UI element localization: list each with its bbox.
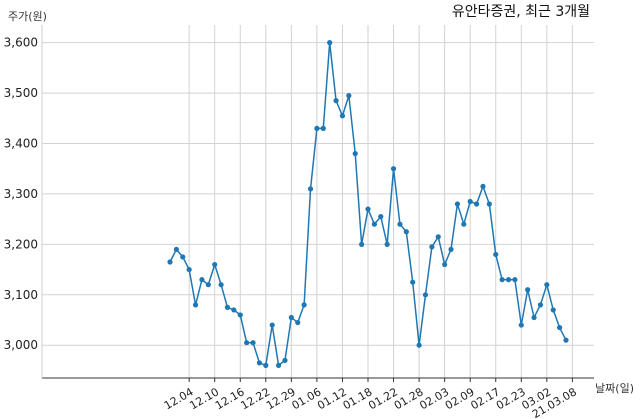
price-point	[320, 125, 326, 131]
price-point	[461, 221, 467, 227]
price-point	[244, 340, 250, 346]
price-point	[224, 304, 231, 310]
price-point	[263, 362, 269, 368]
price-point	[467, 198, 473, 205]
price-point	[269, 322, 275, 328]
price-point	[531, 314, 537, 321]
price-points	[167, 40, 569, 368]
price-point	[493, 251, 499, 258]
price-point	[537, 302, 544, 308]
price-point	[218, 282, 224, 288]
price-point	[192, 302, 199, 308]
price-point	[384, 241, 390, 247]
price-point	[352, 150, 358, 157]
price-point	[563, 337, 569, 343]
price-point	[205, 282, 211, 288]
price-point	[550, 307, 556, 313]
price-point	[448, 246, 454, 253]
price-point	[378, 214, 384, 220]
price-point	[371, 221, 377, 227]
price-point	[295, 319, 301, 326]
price-point	[397, 221, 403, 227]
y-tick-label: 3,300	[4, 187, 38, 201]
y-tick-labels: 3,000 3,100 3,200 3,300 3,400 3,500 3,600	[4, 36, 38, 353]
price-point	[256, 360, 263, 366]
price-point	[212, 261, 218, 268]
price-point	[359, 241, 365, 247]
price-point	[282, 357, 288, 363]
axes	[41, 25, 594, 382]
price-point	[314, 125, 320, 131]
price-point	[525, 287, 531, 293]
price-point	[544, 282, 550, 288]
price-point	[180, 254, 186, 260]
price-point	[442, 261, 448, 268]
price-point	[237, 312, 243, 318]
y-tick-label: 3,600	[4, 36, 38, 50]
price-point	[199, 277, 205, 283]
y-tick-label: 3,000	[4, 338, 38, 352]
y-tick-label: 3,200	[4, 237, 38, 251]
price-point	[557, 324, 563, 331]
price-point	[339, 113, 346, 119]
price-point	[250, 340, 256, 346]
price-point	[435, 234, 441, 240]
price-point	[454, 201, 461, 207]
grid-lines	[42, 25, 594, 378]
price-point	[403, 229, 409, 235]
price-point	[173, 246, 179, 253]
price-point	[429, 244, 435, 250]
price-point	[167, 259, 173, 265]
price-point	[486, 201, 492, 207]
price-point	[512, 277, 518, 283]
x-tick-labels: 12.0412.1012.1612.2212.2901.0601.1201.18…	[162, 385, 579, 419]
price-point	[390, 166, 397, 172]
price-point	[288, 314, 294, 321]
y-tick-label: 3,400	[4, 137, 38, 151]
x-axis-label: 날짜(일)	[595, 381, 634, 395]
price-point	[327, 40, 333, 46]
price-point	[333, 98, 339, 104]
price-point	[505, 277, 512, 283]
y-tick-label: 3,500	[4, 86, 38, 100]
price-point	[416, 342, 422, 348]
price-point	[275, 362, 282, 368]
price-point	[480, 183, 486, 189]
price-point	[499, 277, 505, 283]
price-point	[231, 307, 237, 313]
price-point	[518, 322, 524, 328]
price-point	[473, 201, 480, 207]
price-point	[410, 279, 416, 285]
price-point	[346, 93, 352, 99]
price-point	[186, 266, 192, 273]
price-point	[307, 186, 314, 192]
chart-title: 유안타증권, 최근 3개월	[452, 4, 590, 20]
price-point	[301, 302, 307, 308]
y-axis-label: 주가(원)	[8, 10, 47, 23]
price-point	[422, 292, 429, 298]
price-point	[365, 206, 371, 212]
y-tick-label: 3,100	[4, 288, 38, 302]
